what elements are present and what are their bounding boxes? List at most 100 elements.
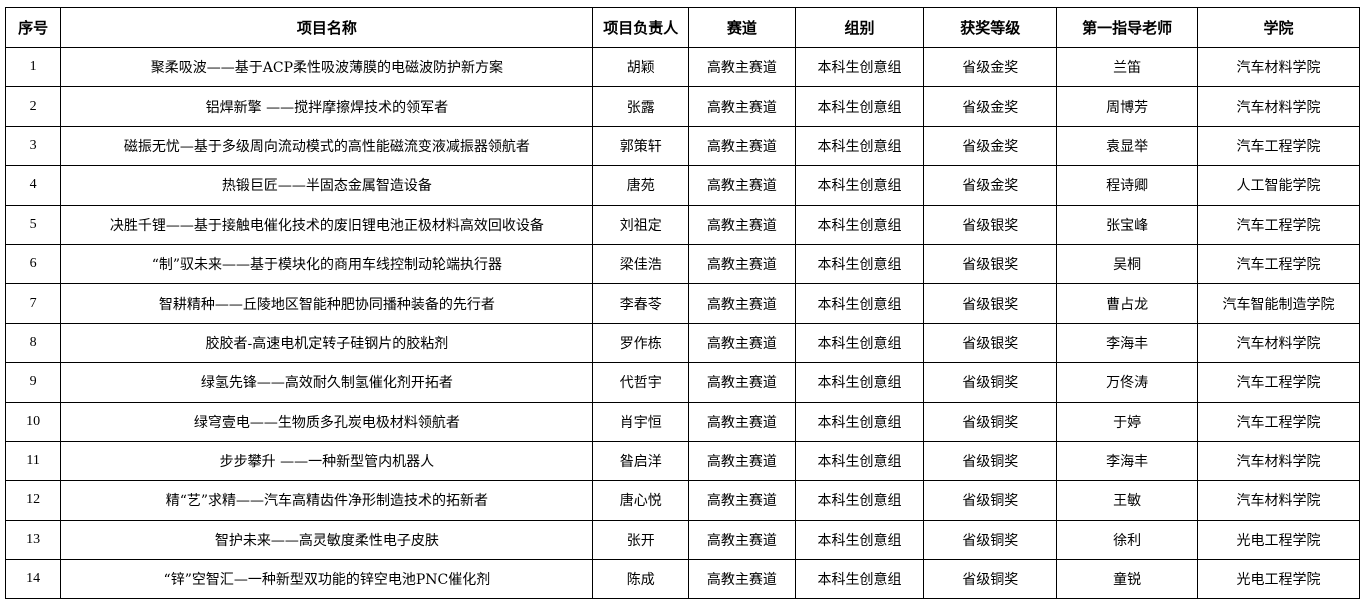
cell-group: 本科生创意组 [794,519,925,561]
cell-project-leader: 唐苑 [592,165,690,206]
table-row: 4 热锻巨匠——半固态金属智造设备 唐苑 高教主赛道 本科生创意组 省级金奖 程诗卿 人工智能… [4,165,1360,206]
cell-project-leader: 李春苓 [592,283,690,324]
table-row: 10 绿穹壹电——生物质多孔炭电极材料领航者 肖宇恒 高教主赛道 本科生创意组 省级铜奖于… [4,401,1360,442]
cell-award-level: 省级铜奖 [923,519,1058,561]
cell-group: 本科生创意组 [794,46,925,88]
cell-first-advisor: 万佟涛 [1056,362,1198,403]
table-row: 5 决胜千锂——基于接触电催化技术的废旧锂电池正极材料高效回收设备 刘祖定 高教主赛道… [4,204,1360,245]
cell-project-leader: 罗作栋 [592,322,690,364]
cell-college: 汽车工程学院 [1197,243,1360,285]
cell-project-name: 热锻巨匠——半固态金属智造设备 [60,165,594,206]
cell-group: 本科生创意组 [794,401,925,442]
cell-award-level: 省级金奖 [923,125,1058,167]
cell-index: 2 [4,86,62,127]
table-row: 8 胶胶者-高速电机定转子硅钢片的胶粘剂 罗作栋 高教主赛道 本科生创意组 省级银奖 李海丰… [4,322,1360,364]
cell-track: 高教主赛道 [688,480,796,521]
cell-first-advisor: 袁显举 [1056,125,1198,167]
cell-college: 汽车材料学院 [1197,322,1360,364]
cell-award-level: 省级银奖 [923,322,1058,364]
header-first-advisor: 第一指导老师 [1056,7,1198,48]
cell-project-name: 智护未来——高灵敏度柔性电子皮肤 [60,519,594,561]
cell-award-level: 省级银奖 [923,243,1058,285]
cell-project-leader: 代哲宇 [592,362,690,403]
cell-first-advisor: 周博芳 [1056,86,1198,127]
header-college: 学院 [1197,7,1360,48]
cell-group: 本科生创意组 [794,362,925,403]
cell-index: 13 [4,519,62,561]
header-row: 序号 项目名称 项目负责人 赛道 组别 获奖等级 第一指导老师 学院 [4,7,1360,48]
cell-project-leader: 陈成 [592,559,690,600]
cell-project-leader: 肖宇恒 [592,401,690,442]
table-row: 11 步步攀升 ——一种新型管内机器人 昝启洋 高教主赛道 本科生创意组 省级铜奖 李海丰汽… [4,440,1360,482]
cell-project-leader: 张露 [592,86,690,127]
cell-project-name: 决胜千锂——基于接触电催化技术的废旧锂电池正极材料高效回收设备 [60,204,594,245]
cell-first-advisor: 于婷 [1056,401,1198,442]
cell-college: 汽车工程学院 [1197,401,1360,442]
cell-project-leader: 梁佳浩 [592,243,690,285]
table-body: 1 聚柔吸波——基于ACP柔性吸波薄膜的电磁波防护新方案 胡颖 高教主赛道 本科生创意组… [4,46,1360,600]
cell-award-level: 省级金奖 [923,86,1058,127]
cell-first-advisor: 兰笛 [1056,46,1198,88]
cell-college: 汽车智能制造学院 [1197,283,1360,324]
cell-index: 10 [4,401,62,442]
cell-project-name: “锌”空智汇—一种新型双功能的锌空电池PNC催化剂 [60,559,594,600]
cell-track: 高教主赛道 [688,362,796,403]
table-row: 12 精“艺”求精——汽车高精齿件净形制造技术的拓新者 唐心悦 高教主赛道 本科生创意组… [4,480,1360,521]
cell-award-level: 省级铜奖 [923,480,1058,521]
cell-first-advisor: 童锐 [1056,559,1198,600]
cell-award-level: 省级银奖 [923,204,1058,245]
cell-project-name: 绿穹壹电——生物质多孔炭电极材料领航者 [60,401,594,442]
cell-track: 高教主赛道 [688,322,796,364]
award-table: 序号 项目名称 项目负责人 赛道 组别 获奖等级 第一指导老师 学院 1 聚柔吸波… [4,7,1360,600]
cell-first-advisor: 李海丰 [1056,440,1198,482]
cell-group: 本科生创意组 [794,86,925,127]
cell-award-level: 省级银奖 [923,283,1058,324]
cell-project-name: 磁振无忧—基于多级周向流动模式的高性能磁流变液减振器领航者 [60,125,594,167]
header-project-leader: 项目负责人 [592,7,690,48]
cell-college: 汽车材料学院 [1197,86,1360,127]
table-row: 6 “制”驭未来——基于模块化的商用车线控制动轮端执行器 梁佳浩 高教主赛道 本科生创意… [4,243,1360,285]
header-track: 赛道 [688,7,796,48]
table-row: 7 智耕精种——丘陵地区智能种肥协同播种装备的先行者 李春苓 高教主赛道 本科生创意组省… [4,283,1360,324]
cell-group: 本科生创意组 [794,165,925,206]
table-row: 1 聚柔吸波——基于ACP柔性吸波薄膜的电磁波防护新方案 胡颖 高教主赛道 本科生创意组… [4,46,1360,88]
cell-track: 高教主赛道 [688,46,796,88]
cell-award-level: 省级铜奖 [923,440,1058,482]
cell-track: 高教主赛道 [688,440,796,482]
cell-award-level: 省级金奖 [923,165,1058,206]
cell-first-advisor: 徐利 [1056,519,1198,561]
cell-track: 高教主赛道 [688,125,796,167]
table-row: 3 磁振无忧—基于多级周向流动模式的高性能磁流变液减振器领航者 郭策轩 高教主赛道 本科… [4,125,1360,167]
cell-index: 3 [4,125,62,167]
cell-college: 人工智能学院 [1197,165,1360,206]
cell-group: 本科生创意组 [794,243,925,285]
cell-project-name: 胶胶者-高速电机定转子硅钢片的胶粘剂 [60,322,594,364]
cell-project-name: 绿氢先锋——高效耐久制氢催化剂开拓者 [60,362,594,403]
cell-track: 高教主赛道 [688,243,796,285]
cell-project-leader: 昝启洋 [592,440,690,482]
cell-index: 5 [4,204,62,245]
header-group: 组别 [794,7,925,48]
cell-project-name: 聚柔吸波——基于ACP柔性吸波薄膜的电磁波防护新方案 [60,46,594,88]
cell-track: 高教主赛道 [688,86,796,127]
table-row: 2 铝焊新擎 ——搅拌摩擦焊技术的领军者 张露 高教主赛道 本科生创意组 省级金奖 周博芳汽… [4,86,1360,127]
cell-index: 14 [4,559,62,600]
cell-group: 本科生创意组 [794,559,925,600]
cell-track: 高教主赛道 [688,165,796,206]
cell-track: 高教主赛道 [688,283,796,324]
cell-project-leader: 唐心悦 [592,480,690,521]
cell-track: 高教主赛道 [688,559,796,600]
cell-project-name: 智耕精种——丘陵地区智能种肥协同播种装备的先行者 [60,283,594,324]
cell-college: 汽车工程学院 [1197,125,1360,167]
cell-college: 汽车材料学院 [1197,440,1360,482]
table-row: 14 “锌”空智汇—一种新型双功能的锌空电池PNC催化剂 陈成 高教主赛道 本科生创意组… [4,559,1360,600]
cell-track: 高教主赛道 [688,401,796,442]
cell-group: 本科生创意组 [794,125,925,167]
cell-index: 11 [4,440,62,482]
cell-group: 本科生创意组 [794,440,925,482]
cell-college: 光电工程学院 [1197,519,1360,561]
cell-first-advisor: 曹占龙 [1056,283,1198,324]
cell-project-leader: 刘祖定 [592,204,690,245]
table-row: 9 绿氢先锋——高效耐久制氢催化剂开拓者 代哲宇 高教主赛道 本科生创意组 省级铜奖 万佟涛… [4,362,1360,403]
cell-college: 汽车工程学院 [1197,204,1360,245]
